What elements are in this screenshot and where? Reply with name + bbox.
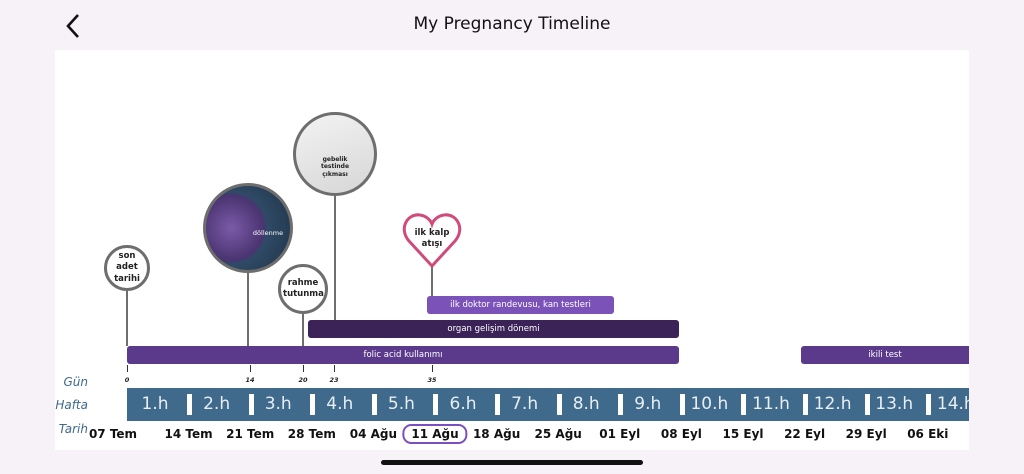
stem [247, 270, 249, 346]
week-bar: 1.h 2.h 3.h 4.h 5.h 6.h 7.h 8.h 9.h 10.h 11.h 12.h 1… [127, 388, 969, 421]
milestone-label: rahme tutunma [283, 277, 324, 299]
week-label[interactable]: 10.h [690, 394, 729, 414]
week-label[interactable]: 14.h [936, 394, 969, 414]
stem [302, 314, 304, 346]
stem [126, 290, 128, 346]
day-number: 20 [298, 376, 308, 384]
week-separator [433, 394, 439, 415]
milestone-rahme-tutunma[interactable]: rahme tutunma [278, 264, 328, 314]
week-separator [310, 394, 316, 415]
week-separator [371, 394, 377, 415]
day-number: 23 [329, 376, 339, 384]
back-button[interactable] [62, 12, 86, 40]
week-separator [926, 394, 932, 415]
date-label[interactable]: 18 Ağu [472, 427, 521, 441]
day-tick [303, 365, 304, 372]
milestone-label: döllenme [252, 228, 284, 237]
milestone-son-adet[interactable]: son adet tarihi [104, 245, 150, 291]
date-label[interactable]: 28 Tem [287, 427, 336, 441]
day-number: 0 [124, 376, 130, 384]
week-label[interactable]: 3.h [264, 394, 292, 414]
week-separator [556, 394, 562, 415]
period-organ-gelisim[interactable]: organ gelişim dönemi [308, 320, 679, 338]
date-label[interactable]: 14 Tem [164, 427, 213, 441]
week-label[interactable]: 9.h [634, 394, 662, 414]
week-separator [679, 394, 685, 415]
week-separator [618, 394, 624, 415]
date-label[interactable]: 25 Ağu [534, 427, 582, 441]
date-label[interactable]: 04 Ağu [349, 427, 398, 441]
stem [431, 266, 433, 296]
milestone-label: son adet tarihi [114, 251, 140, 284]
milestone-label: ilk kalp atışı [414, 228, 450, 250]
day-number: 35 [427, 376, 437, 384]
week-separator [803, 394, 808, 415]
date-selected[interactable]: 11 Ağu [402, 424, 468, 444]
week-separator [495, 394, 500, 415]
week-label[interactable]: 8.h [572, 394, 600, 414]
week-label[interactable]: 7.h [511, 394, 539, 414]
milestone-gebelik-testi[interactable]: gebelik testinde çıkması [293, 112, 377, 196]
date-label[interactable]: 22 Eyl [784, 427, 826, 441]
timeline-card [55, 50, 969, 450]
heart-icon [402, 213, 462, 268]
date-label[interactable]: 08 Eyl [660, 427, 702, 441]
week-label[interactable]: 6.h [449, 394, 477, 414]
date-label[interactable]: 06 Eki [907, 427, 949, 441]
week-label[interactable]: 2.h [203, 394, 231, 414]
week-label[interactable]: 5.h [387, 394, 415, 414]
week-label[interactable]: 12.h [813, 394, 852, 414]
week-label[interactable]: 1.h [141, 394, 169, 414]
week-separator [864, 394, 870, 415]
milestone-dollenme[interactable]: döllenme [203, 183, 293, 273]
milestone-label: gebelik testinde çıkması [320, 155, 350, 179]
row-label-week: Hafta [55, 398, 88, 412]
row-label-date: Tarih [58, 422, 88, 436]
stem [334, 196, 336, 320]
day-tick [432, 365, 433, 372]
week-separator [741, 394, 747, 415]
week-label[interactable]: 13.h [875, 394, 914, 414]
date-label[interactable]: 15 Eyl [722, 427, 764, 441]
page-title: My Pregnancy Timeline [413, 14, 611, 34]
day-tick [127, 365, 128, 372]
milestone-ilk-kalp[interactable]: ilk kalp atışı [402, 212, 462, 268]
date-label[interactable]: 21 Tem [226, 427, 275, 441]
day-tick [250, 365, 251, 372]
week-label[interactable]: 11.h [752, 394, 790, 414]
week-separator [248, 394, 254, 415]
week-separator [187, 394, 192, 415]
date-label[interactable]: 29 Eyl [845, 427, 887, 441]
period-folic-acid[interactable]: folic acid kullanımı [127, 346, 679, 364]
period-ikili-test[interactable]: ikili test [801, 346, 969, 364]
home-indicator[interactable] [381, 460, 643, 465]
week-label[interactable]: 4.h [326, 394, 354, 414]
date-label[interactable]: 07 Tem [88, 427, 138, 441]
row-label-day: Gün [63, 375, 88, 389]
day-number: 14 [245, 376, 255, 384]
period-ilk-doktor[interactable]: ilk doktor randevusu, kan testleri [427, 296, 614, 314]
day-tick [334, 365, 335, 372]
chevron-left-icon [66, 14, 79, 38]
date-label[interactable]: 01 Eyl [599, 427, 641, 441]
